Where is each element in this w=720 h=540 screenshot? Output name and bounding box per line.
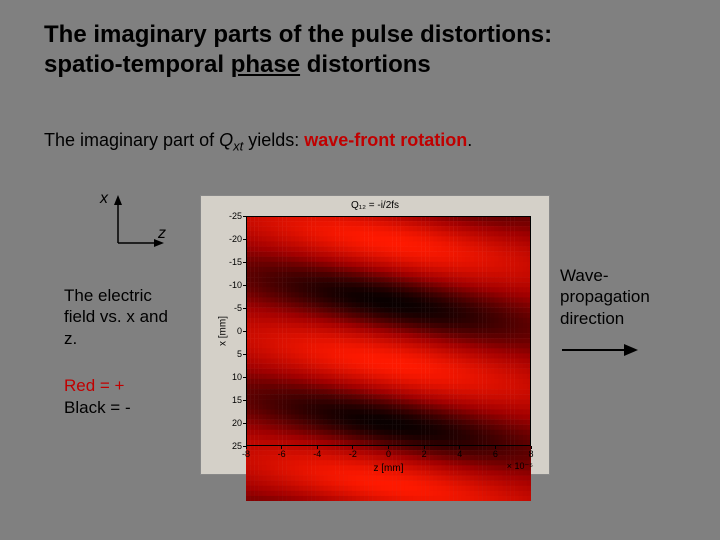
xtick-label: -8 [242,449,250,459]
color-legend: Red = + Black = - [64,375,131,419]
ytick-mark [243,216,246,217]
plot-title: Q₁₂ = -i/2fs [201,200,549,211]
ytick-label: -15 [229,257,242,267]
ytick-label: 10 [232,372,242,382]
plot-x-exponent: × 10⁻⁵ [507,461,533,472]
ytick-mark [243,354,246,355]
xtick-mark [317,446,318,449]
title-line2c: distortions [300,51,431,78]
title-line2-phase: phase [231,51,300,78]
ytick-mark [243,308,246,309]
ytick-mark [243,285,246,286]
axis-z-label: z [158,225,166,243]
efield-caption: The electric field vs. x and z. [64,285,184,349]
xtick-mark [531,446,532,449]
ytick-label: -5 [234,303,242,313]
xtick-mark [459,446,460,449]
legend-black: Black = - [64,398,131,417]
ytick-label: -25 [229,211,242,221]
propagation-caption: Wave-propagation direction [560,265,690,329]
xtick-label: 4 [457,449,462,459]
ytick-mark [243,377,246,378]
xtick-label: -6 [278,449,286,459]
subtitle-rotation: wave-front rotation [304,130,467,150]
subtitle-b: yields: [243,130,304,150]
xtick-mark [424,446,425,449]
xtick-mark [388,446,389,449]
xtick-label: -4 [313,449,321,459]
subtitle-a: The imaginary part of [44,130,219,150]
matlab-figure: Q₁₂ = -i/2fs -25-20-15-10-50510152025 -8… [200,195,550,475]
ytick-label: 5 [237,349,242,359]
xtick-mark [352,446,353,449]
ytick-mark [243,262,246,263]
axis-x-label: x [100,190,108,208]
subtitle-period: . [467,130,472,150]
xtick-label: 6 [493,449,498,459]
ytick-label: 25 [232,441,242,451]
ytick-label: -20 [229,234,242,244]
subtitle-xt: xt [233,139,243,154]
xtick-label: 8 [528,449,533,459]
xtick-mark [495,446,496,449]
ytick-mark [243,400,246,401]
ytick-mark [243,331,246,332]
ytick-label: -10 [229,280,242,290]
propagation-arrow [560,340,640,365]
xtick-mark [281,446,282,449]
title-line1: The imaginary parts of the pulse distort… [44,21,552,48]
legend-red: Red = + [64,376,125,395]
title-line2a: spatio-temporal [44,51,231,78]
ytick-mark [243,239,246,240]
plot-axes: -25-20-15-10-50510152025 -8-6-4-202468 x… [246,216,531,446]
slide-title: The imaginary parts of the pulse distort… [44,20,664,80]
subtitle-line: The imaginary part of Qxt yields: wave-f… [44,130,472,154]
xtick-mark [246,446,247,449]
ytick-mark [243,423,246,424]
subtitle-Q: Q [219,130,233,150]
ytick-label: 20 [232,418,242,428]
ytick-label: 15 [232,395,242,405]
xtick-label: -2 [349,449,357,459]
plot-xlabel: z [mm] [374,463,404,474]
xtick-label: 2 [422,449,427,459]
plot-ylabel: x [mm] [218,316,229,346]
ytick-label: 0 [237,326,242,336]
xtick-label: 0 [386,449,391,459]
